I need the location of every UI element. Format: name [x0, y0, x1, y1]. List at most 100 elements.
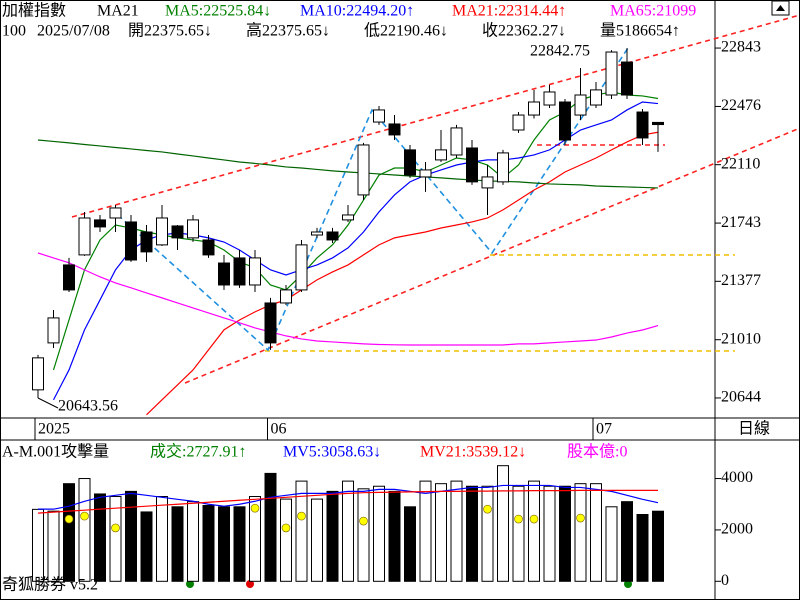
volume-bar — [357, 488, 370, 582]
candle-body — [543, 91, 556, 106]
attack-dot — [514, 514, 523, 524]
volume-title: A-M.001攻擊量 — [2, 443, 109, 461]
candle-body — [187, 219, 199, 239]
attack-dot — [64, 514, 74, 524]
wave-line — [109, 47, 629, 352]
legend-entry: MV5:3058.63↓ — [283, 444, 381, 461]
candle-body — [466, 147, 478, 183]
volume-bar — [342, 480, 354, 582]
attack-dot — [111, 523, 120, 533]
chart-title: 加權指數 — [2, 2, 66, 20]
candle-body — [32, 357, 44, 391]
volume-bar — [419, 480, 432, 582]
candle-body — [78, 217, 91, 256]
candle-body — [388, 123, 401, 136]
ma-line — [37, 139, 659, 189]
y-tick-label: 21377 — [721, 272, 761, 289]
candle-body — [109, 207, 122, 219]
channel-line — [184, 127, 800, 384]
volume-bar — [435, 483, 447, 582]
y-tick-label: 2000 — [721, 521, 753, 538]
volume-bar — [311, 498, 323, 582]
legend-entry: MA5:22525.84↓ — [165, 3, 271, 20]
ma-line — [37, 252, 659, 346]
candle-body — [559, 101, 571, 141]
candle-body — [528, 101, 540, 116]
candle-body — [156, 217, 168, 246]
candle-body — [125, 221, 137, 261]
candle-body — [373, 109, 385, 123]
volume-bar — [171, 506, 184, 582]
attack-dot — [297, 511, 306, 521]
volume-note: 股本億:0 — [567, 443, 627, 461]
volume-bar — [543, 485, 556, 582]
volume-bar — [450, 480, 463, 582]
candle-body — [497, 152, 509, 183]
attack-dot — [80, 511, 89, 521]
candle-body — [435, 149, 447, 161]
mv-line — [38, 484, 659, 510]
candle-body — [652, 121, 664, 126]
candle-body — [481, 176, 494, 189]
volume-bar — [280, 498, 292, 582]
candle-body — [280, 289, 292, 304]
volume-bar — [481, 485, 494, 582]
candle-body — [590, 89, 602, 106]
candle-body — [233, 257, 246, 286]
volume-legend: 成交:2727.91↑ — [150, 443, 246, 461]
volume-bar — [528, 480, 540, 582]
volume-bar — [621, 501, 633, 582]
y-tick-label: 0 — [721, 572, 729, 589]
volume-bar — [140, 511, 153, 582]
interval-label: 日線 — [738, 420, 770, 438]
candle-body — [47, 317, 60, 344]
volume-bar — [233, 506, 246, 582]
labels: 加權指數 MA21 22842.75 20643.56 日線 A-M.001攻擊… — [2, 2, 770, 594]
candle-body — [636, 111, 649, 139]
y-tick-label: 21743 — [721, 214, 761, 231]
y-tick-label: 22110 — [721, 155, 760, 172]
y-tick-label: 4000 — [721, 469, 753, 486]
candle-body — [63, 264, 75, 291]
legend-entry: MA21:22314.44↑ — [452, 3, 566, 20]
quote-info: 收22362.27↓ — [482, 22, 566, 40]
volume-bar — [295, 480, 308, 582]
candle-body — [295, 244, 308, 291]
y-tick-label: 22476 — [721, 97, 761, 114]
y-tick-label: 21010 — [721, 330, 761, 347]
ma-line — [52, 101, 659, 401]
volume-bar — [652, 510, 664, 582]
volume-bar — [187, 501, 199, 582]
candle-body — [342, 214, 354, 221]
quote-info: 量5186654↑ — [600, 23, 680, 40]
volume-bar — [32, 508, 44, 582]
volume-bar — [605, 506, 618, 582]
x-tick-label: 06 — [271, 421, 287, 438]
x-tick-label: 07 — [596, 421, 612, 438]
candle-body — [94, 219, 106, 228]
volume-bar — [78, 478, 91, 582]
candle-body — [419, 169, 432, 178]
marks — [32, 47, 721, 582]
volume-bar — [574, 483, 587, 582]
signal-dot — [246, 580, 254, 588]
candle-body — [574, 94, 587, 116]
candle-body — [357, 144, 370, 196]
volume-bar — [63, 483, 75, 582]
candle-body — [621, 61, 633, 96]
legend-entry: MA65:21099 — [610, 3, 696, 20]
volume-bar — [466, 485, 478, 582]
candle-body — [512, 114, 525, 131]
candle-body — [171, 225, 184, 239]
candle-body — [249, 257, 261, 286]
mv-line — [37, 489, 659, 514]
attack-dot — [483, 504, 492, 514]
candle-body — [450, 127, 463, 156]
signal-dot — [624, 580, 632, 588]
ma-line — [52, 91, 659, 371]
volume-bar — [94, 493, 106, 582]
volume-bar — [326, 490, 339, 582]
volume-bar — [512, 485, 525, 582]
